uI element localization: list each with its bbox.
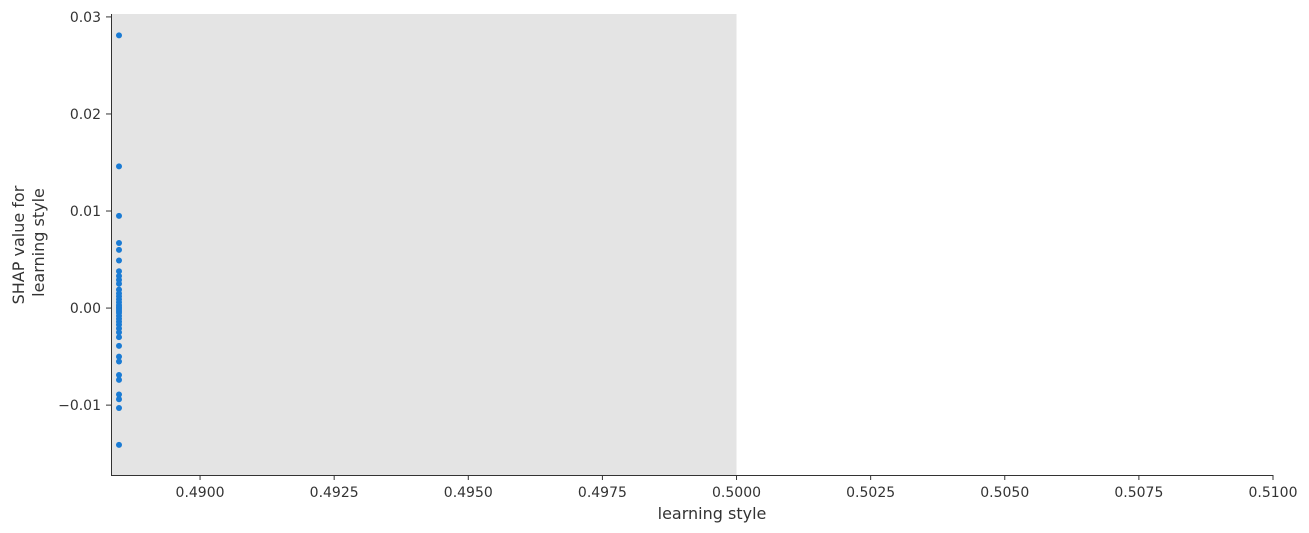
- data-point: [116, 240, 122, 247]
- data-point: [116, 396, 122, 403]
- y-tick-label: 0.01: [70, 204, 101, 220]
- y-axis-label-line-1: SHAP value for: [9, 185, 28, 304]
- y-tick-label: 0.02: [70, 107, 101, 123]
- data-point: [116, 353, 122, 360]
- y-tick-label: 0.00: [70, 301, 101, 317]
- data-point: [116, 358, 122, 365]
- x-tick-label: 0.4925: [310, 485, 359, 501]
- x-tick-label: 0.5100: [1249, 485, 1298, 501]
- data-point: [116, 334, 122, 341]
- x-tick-label: 0.4950: [444, 485, 493, 501]
- y-axis-ticks: −0.01 0.00 0.01 0.02 0.03: [58, 10, 111, 414]
- data-point: [116, 268, 122, 275]
- y-axis-label: SHAP value for learning style: [9, 181, 48, 305]
- x-axis-label: learning style: [658, 504, 767, 523]
- x-axis-ticks: 0.4900 0.4925 0.4950 0.4975 0.5000 0.5025 0.50…: [176, 475, 1298, 501]
- x-tick-label: 0.5000: [712, 485, 761, 501]
- data-point: [116, 280, 122, 287]
- data-point: [116, 163, 122, 170]
- data-point: [116, 376, 122, 383]
- y-axis-label-line-2: learning style: [29, 188, 48, 297]
- background-band: [111, 14, 737, 475]
- y-tick-label: −0.01: [58, 398, 101, 414]
- x-tick-label: 0.4900: [176, 485, 225, 501]
- x-tick-label: 0.5050: [980, 485, 1029, 501]
- data-point: [116, 342, 122, 349]
- x-tick-label: 0.5075: [1114, 485, 1163, 501]
- x-tick-label: 0.4975: [578, 485, 627, 501]
- data-point: [116, 391, 122, 398]
- data-point: [116, 441, 122, 448]
- data-point: [116, 372, 122, 379]
- data-point: [116, 246, 122, 253]
- data-point: [116, 212, 122, 219]
- x-tick-label: 0.5025: [846, 485, 895, 501]
- data-point: [116, 405, 122, 412]
- data-point: [116, 329, 122, 336]
- y-tick-label: 0.03: [70, 10, 101, 26]
- data-point: [116, 257, 122, 264]
- data-point: [116, 32, 122, 39]
- points-layer: [116, 32, 122, 448]
